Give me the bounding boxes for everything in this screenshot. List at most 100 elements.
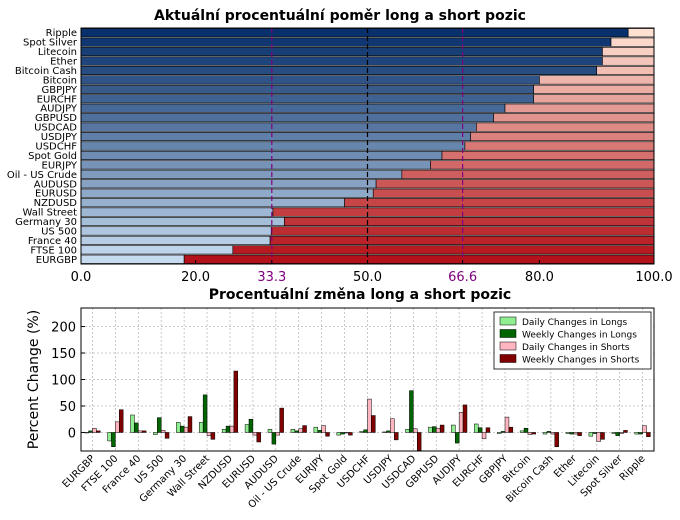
y-tick-label: 0 bbox=[68, 426, 76, 441]
change-bar bbox=[600, 432, 605, 440]
y-tick-label: 200 bbox=[51, 321, 76, 336]
short-bar bbox=[533, 84, 655, 94]
category-label: Ripple bbox=[46, 28, 77, 39]
category-label: NZDUSD bbox=[34, 198, 78, 209]
category-label: GBPJPY bbox=[41, 85, 77, 96]
category-label: GBPUSD bbox=[35, 113, 77, 124]
long-bar bbox=[80, 150, 443, 160]
category-label: Ripple bbox=[618, 453, 648, 483]
chart1-title: Aktuální procentuální poměr long a short… bbox=[154, 8, 526, 24]
change-bar bbox=[390, 418, 395, 433]
long-bar bbox=[80, 103, 506, 113]
change-bar bbox=[229, 425, 235, 433]
short-bar bbox=[372, 188, 655, 198]
long-bar bbox=[80, 37, 612, 47]
short-bar bbox=[284, 217, 655, 227]
short-bar bbox=[610, 37, 655, 47]
change-bar bbox=[115, 421, 120, 433]
legend-label: Daily Changes in Shorts bbox=[522, 343, 630, 353]
change-bar bbox=[413, 428, 418, 433]
category-label: Germany 30 bbox=[15, 217, 77, 228]
change-bar bbox=[340, 432, 345, 435]
category-label: Spot Gold bbox=[28, 151, 77, 162]
long-bar bbox=[80, 226, 272, 236]
x-tick-label: 80.0 bbox=[525, 270, 554, 285]
chart2-legend: Daily Changes in Longs Weekly Changes in … bbox=[493, 311, 652, 370]
change-bar bbox=[130, 414, 135, 433]
category-label: EURUSD bbox=[35, 189, 77, 200]
change-bar bbox=[294, 430, 299, 433]
short-bar bbox=[602, 56, 655, 66]
change-bar bbox=[160, 430, 166, 433]
change-bar bbox=[500, 431, 506, 433]
category-label: Bitcoin bbox=[43, 75, 77, 86]
category-label: France 40 bbox=[28, 236, 77, 247]
change-bar bbox=[623, 430, 628, 433]
change-bar bbox=[225, 425, 231, 433]
change-bar bbox=[451, 424, 456, 433]
x-tick-label: 20.0 bbox=[181, 270, 210, 285]
change-bar bbox=[107, 432, 112, 442]
short-bar bbox=[441, 150, 655, 160]
change-bar bbox=[252, 432, 258, 436]
long-bar bbox=[80, 207, 274, 217]
change-bar bbox=[313, 426, 319, 433]
y-axis-label: Percent Change (%) bbox=[26, 310, 42, 449]
change-bar bbox=[279, 407, 284, 433]
change-bar bbox=[642, 425, 647, 433]
category-label: Ether bbox=[50, 57, 78, 68]
long-bar bbox=[80, 122, 477, 132]
change-bar bbox=[474, 423, 479, 433]
change-bar bbox=[84, 432, 89, 434]
change-bar bbox=[409, 390, 414, 433]
change-bar bbox=[134, 422, 139, 433]
long-bar bbox=[80, 198, 345, 208]
change-bar bbox=[367, 398, 372, 433]
change-bar bbox=[325, 432, 330, 437]
change-bar bbox=[248, 418, 254, 433]
change-bar bbox=[202, 394, 208, 433]
change-bar bbox=[485, 427, 491, 433]
change-bar bbox=[138, 430, 143, 433]
change-bar bbox=[344, 432, 349, 434]
change-bar bbox=[646, 432, 651, 437]
change-bar bbox=[527, 432, 533, 435]
change-bar bbox=[416, 432, 422, 451]
change-bar bbox=[317, 430, 322, 433]
short-bar bbox=[476, 122, 655, 132]
change-bar bbox=[428, 426, 433, 433]
long-bar bbox=[80, 254, 185, 264]
change-bar bbox=[615, 432, 620, 436]
long-bar bbox=[80, 179, 377, 189]
change-bar bbox=[588, 432, 594, 437]
change-bar bbox=[221, 429, 227, 433]
short-bar bbox=[539, 75, 655, 85]
long-bar bbox=[80, 188, 374, 198]
change-bar bbox=[542, 432, 548, 435]
change-bar bbox=[336, 432, 341, 436]
change-bar bbox=[405, 429, 410, 433]
y-tick-label: 100 bbox=[51, 374, 76, 389]
category-label: USDJPY bbox=[41, 132, 78, 143]
category-label: Litecoin bbox=[38, 47, 77, 58]
change-bar bbox=[592, 432, 597, 434]
change-bar bbox=[233, 370, 239, 433]
change-bar bbox=[96, 430, 101, 433]
category-label: US 500 bbox=[41, 226, 77, 237]
short-bar bbox=[627, 28, 655, 38]
change-bar bbox=[569, 432, 575, 435]
change-bar bbox=[432, 426, 437, 433]
category-label: EURJPY bbox=[42, 160, 78, 171]
change-bar bbox=[523, 427, 529, 433]
change-bar bbox=[176, 422, 181, 433]
change-bar bbox=[565, 432, 571, 434]
long-bar bbox=[80, 132, 471, 142]
short-bar bbox=[533, 94, 655, 104]
change-bar bbox=[481, 432, 487, 440]
change-bar bbox=[504, 416, 510, 433]
legend-swatch bbox=[499, 329, 517, 338]
long-bar bbox=[80, 75, 540, 85]
category-label: AUDJPY bbox=[40, 104, 78, 115]
change-bar bbox=[386, 430, 391, 433]
